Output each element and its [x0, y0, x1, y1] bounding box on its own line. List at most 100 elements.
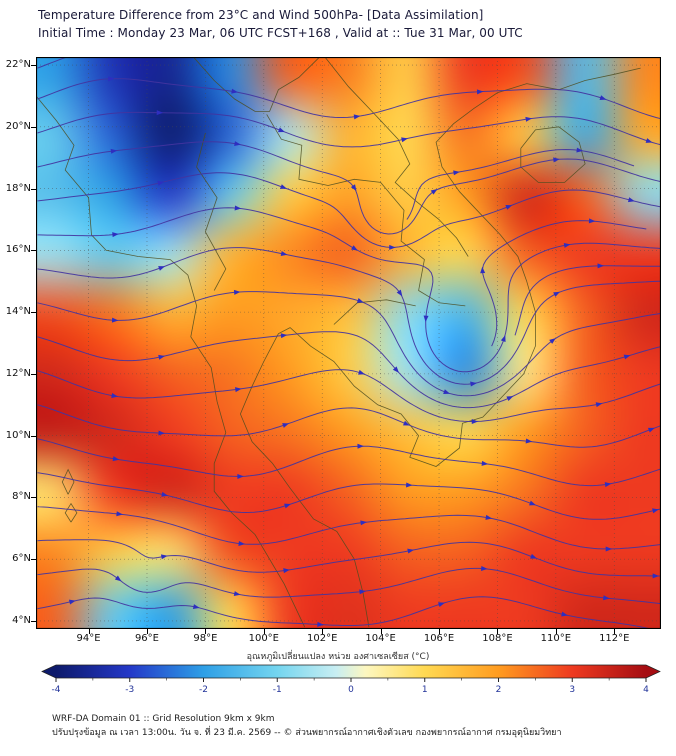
wind-streamline — [37, 57, 69, 69]
wind-streamline — [37, 404, 661, 448]
y-axis-tick-label: 22°N — [5, 59, 31, 71]
chart-subtitle: Initial Time : Monday 23 Mar, 06 UTC FCS… — [38, 26, 523, 40]
wind-arrow-icon — [627, 197, 635, 203]
coastline-border — [520, 126, 586, 183]
wind-arrow-icon — [401, 137, 408, 143]
wind-arrow-icon — [563, 242, 571, 248]
map-overlay — [36, 57, 661, 629]
colorbar-gradient — [56, 665, 646, 678]
y-axis-tick-label: 18°N — [5, 182, 31, 194]
coastline-border — [36, 95, 306, 628]
wind-arrow-icon — [116, 511, 123, 517]
wind-arrow-icon — [647, 427, 655, 433]
x-axis-tick-label: 104°E — [365, 633, 396, 644]
x-axis-tick-label: 96°E — [134, 633, 159, 644]
wind-arrow-icon — [280, 251, 288, 256]
y-axis-tick-mark — [31, 620, 36, 622]
x-axis-tick-mark — [322, 629, 324, 634]
y-axis-tick-mark — [31, 559, 36, 561]
wind-arrow-icon — [525, 116, 533, 122]
wind-arrow-icon — [529, 500, 536, 506]
wind-arrow-icon — [161, 491, 169, 497]
wind-streamline — [37, 331, 661, 409]
wind-arrow-icon — [157, 180, 165, 186]
x-axis-tick-label: 94°E — [76, 633, 101, 644]
colorbar-tick-label: 0 — [348, 685, 354, 695]
y-axis-tick-mark — [31, 312, 36, 314]
wind-arrow-icon — [359, 589, 366, 595]
wind-arrow-icon — [595, 402, 603, 408]
colorbar-tick-label: 1 — [422, 685, 428, 695]
wind-arrow-icon — [111, 317, 119, 323]
y-axis-tick-label: 4°N — [12, 614, 31, 626]
wind-arrow-icon — [114, 575, 122, 582]
wind-arrow-icon — [68, 599, 76, 605]
footer-domain-info: WRF-DA Domain 01 :: Grid Resolution 9km … — [52, 714, 275, 724]
wind-arrow-icon — [438, 602, 445, 608]
colorbar-right-arrow — [646, 665, 660, 678]
wind-arrow-icon — [561, 611, 568, 617]
coastline-border — [324, 57, 469, 257]
wind-streamline — [514, 265, 661, 336]
x-axis-tick-mark — [555, 629, 557, 634]
wind-arrow-icon — [652, 508, 659, 514]
wind-arrow-icon — [471, 419, 479, 425]
x-axis-tick-mark — [205, 629, 207, 634]
wind-arrow-icon — [576, 147, 584, 153]
x-axis-tick-mark — [439, 629, 441, 634]
wind-streamline — [37, 539, 661, 577]
wind-arrow-icon — [112, 232, 119, 238]
wind-arrow-icon — [358, 369, 365, 375]
wind-arrow-icon — [481, 460, 489, 466]
x-axis-tick-label: 102°E — [307, 633, 338, 644]
y-axis-tick-mark — [31, 497, 36, 499]
wind-streamline — [37, 247, 661, 385]
y-axis-tick-mark — [31, 373, 36, 375]
x-axis-tick-mark — [380, 629, 382, 634]
wind-streamline — [37, 111, 661, 148]
wind-streamline — [37, 506, 661, 550]
footer: WRF-DA Domain 01 :: Grid Resolution 9km … — [52, 712, 562, 740]
wind-arrow-icon — [423, 315, 429, 323]
x-axis-tick-mark — [146, 629, 148, 634]
chart-title: Temperature Difference from 23°C and Win… — [38, 8, 484, 22]
wind-arrow-icon — [599, 95, 607, 101]
colorbar-label: อุณหภูมิเปลี่ยนแปลง หน่วย องศาเซลเซียส (… — [246, 652, 430, 662]
x-axis-tick-mark — [614, 629, 616, 634]
y-axis-tick-mark — [31, 188, 36, 190]
wind-streamline — [37, 207, 661, 373]
wind-arrow-icon — [158, 266, 166, 271]
wind-arrow-icon — [280, 184, 287, 189]
wind-arrow-icon — [160, 554, 168, 560]
x-axis-tick-label: 110°E — [540, 633, 572, 644]
wind-arrow-icon — [549, 338, 556, 344]
wind-arrow-icon — [525, 438, 533, 444]
wind-arrow-icon — [233, 591, 241, 596]
y-axis-tick-label: 10°N — [5, 429, 31, 441]
wind-streamline — [37, 172, 661, 248]
wind-arrow-icon — [110, 148, 118, 154]
wind-arrow-icon — [156, 110, 164, 116]
wind-arrow-icon — [476, 89, 484, 95]
wind-arrow-icon — [470, 381, 477, 387]
wind-arrow-icon — [238, 540, 246, 546]
wind-arrow-icon — [604, 482, 612, 488]
wind-arrow-icon — [453, 170, 460, 176]
wind-streamline — [481, 220, 647, 347]
wind-arrow-icon — [481, 565, 488, 571]
colorbar: -4 -3 -2 -1 0 1 2 3 4 — [41, 664, 661, 695]
coastline-border — [196, 132, 227, 291]
wind-streamline — [406, 148, 635, 220]
x-axis-tick-mark — [88, 629, 90, 634]
x-axis-tick-label: 112°E — [599, 633, 630, 644]
wind-streamline — [37, 78, 661, 120]
y-axis-tick-label: 8°N — [12, 491, 31, 503]
wind-streamline — [37, 567, 661, 605]
map-plot-area — [36, 57, 661, 629]
colorbar-tick-label: 3 — [569, 685, 575, 695]
wind-arrow-icon — [505, 205, 513, 210]
wind-arrow-icon — [357, 443, 364, 449]
y-axis-tick-label: 12°N — [5, 367, 31, 379]
wind-arrow-icon — [235, 387, 242, 393]
